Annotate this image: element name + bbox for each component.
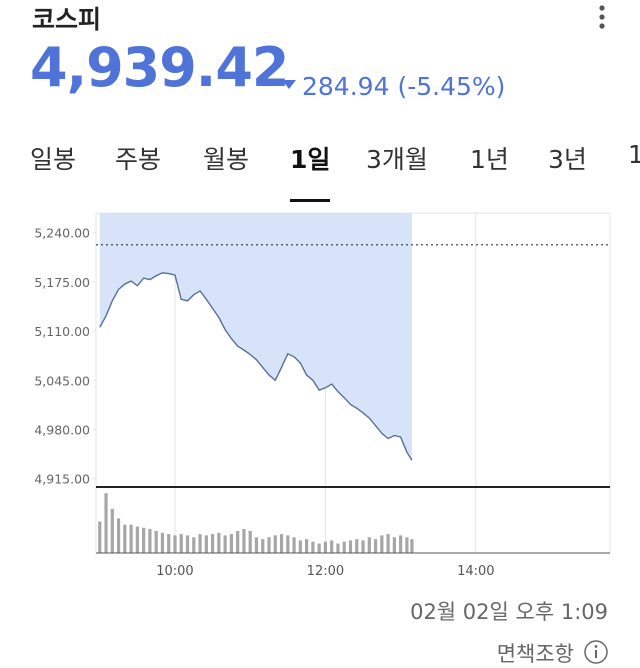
period-tab[interactable]: 1 (628, 140, 640, 169)
volume-bar (305, 539, 309, 553)
volume-bar (410, 539, 414, 553)
info-icon[interactable] (583, 639, 609, 665)
volume-bar (405, 537, 409, 553)
menu-button[interactable] (596, 4, 608, 30)
volume-bar (355, 539, 359, 553)
period-tab[interactable]: 주봉 (115, 145, 162, 174)
period-tab[interactable]: 월봉 (203, 145, 250, 174)
volume-bar (223, 535, 227, 553)
period-tab[interactable]: 1일 (290, 145, 331, 174)
volume-bar (361, 540, 365, 553)
y-tick-label: 4,915.00 (34, 472, 90, 487)
volume-bar (323, 541, 328, 553)
volume-bar (286, 535, 290, 553)
volume-bar (261, 539, 265, 553)
volume-bar (330, 540, 334, 553)
x-tick-label: 14:00 (457, 564, 494, 579)
period-tab[interactable]: 1년 (470, 145, 509, 174)
volume-bar (279, 534, 284, 553)
change-percent: (-5.45%) (397, 72, 506, 101)
chart: 10:00 12:00 14:00 5,240.00 5,175.00 5,110.00 5… (34, 212, 611, 579)
volume-bar (380, 535, 384, 553)
volume-bar (110, 508, 114, 553)
current-price: 4,939.42 (30, 36, 289, 99)
price-line (99, 272, 413, 461)
volume-bar (399, 535, 403, 553)
volume-bar (154, 530, 158, 553)
timestamp: 02월 02일 오후 1:09 (410, 600, 608, 624)
volume-bar (367, 537, 371, 553)
volume-bar (254, 537, 259, 553)
volume-bar (336, 543, 340, 553)
price-change: 284.94 (-5.45%) (302, 72, 505, 101)
price-area (99, 213, 412, 461)
period-tab[interactable]: 3년 (548, 145, 587, 174)
volume-bar (210, 534, 215, 553)
volume-bar (167, 534, 171, 553)
volume-bar (298, 540, 302, 553)
period-tab[interactable]: 일봉 (30, 145, 77, 174)
volume-bar (185, 535, 190, 553)
volume-bar (242, 529, 246, 553)
y-tick-label: 5,110.00 (34, 324, 90, 339)
volume-bar (311, 541, 315, 553)
volume-bar (142, 527, 146, 553)
volume-bar (317, 543, 321, 553)
volume-bar (348, 540, 353, 553)
volume-bar (116, 518, 121, 553)
change-amount: 284.94 (302, 72, 390, 101)
volume-bar (267, 537, 271, 553)
volume-bar (236, 530, 240, 553)
volume-bar (373, 539, 378, 553)
y-tick-label: 4,980.00 (34, 422, 90, 437)
volume-bar (217, 532, 221, 553)
volume-bar (173, 535, 177, 553)
volume-bar (192, 537, 196, 553)
volume-bar (342, 541, 346, 553)
down-arrow (282, 80, 296, 89)
y-tick-label: 5,045.00 (34, 373, 90, 388)
volume-bar (129, 524, 133, 553)
x-tick-label: 10:00 (156, 564, 193, 579)
disclaimer-link[interactable]: 면책조항 (496, 642, 574, 666)
volume-bar (273, 535, 277, 553)
volume-bar (248, 530, 252, 553)
y-tick-label: 5,240.00 (34, 226, 90, 241)
volume-bar (148, 529, 152, 553)
volume-bar (160, 532, 165, 553)
volume-bar (98, 521, 102, 553)
volume-bar (198, 534, 202, 553)
volume-bar (104, 493, 108, 553)
period-tabs: 일봉 주봉 월봉 1일 3개월 1년 3년 1 (0, 140, 640, 180)
volume-bar (292, 537, 296, 553)
volume-bar (229, 534, 233, 553)
index-title: 코스피 (32, 5, 102, 34)
volume-bar (179, 534, 183, 553)
volume-bar (123, 524, 127, 553)
x-tick-label: 12:00 (307, 564, 344, 579)
volume-bar (392, 537, 396, 553)
volume-bar (386, 534, 390, 553)
y-tick-label: 5,175.00 (34, 275, 90, 290)
active-tab-indicator (290, 199, 330, 202)
period-tab[interactable]: 3개월 (366, 145, 428, 174)
volume-bar (204, 535, 208, 553)
volume-bar (135, 526, 139, 553)
